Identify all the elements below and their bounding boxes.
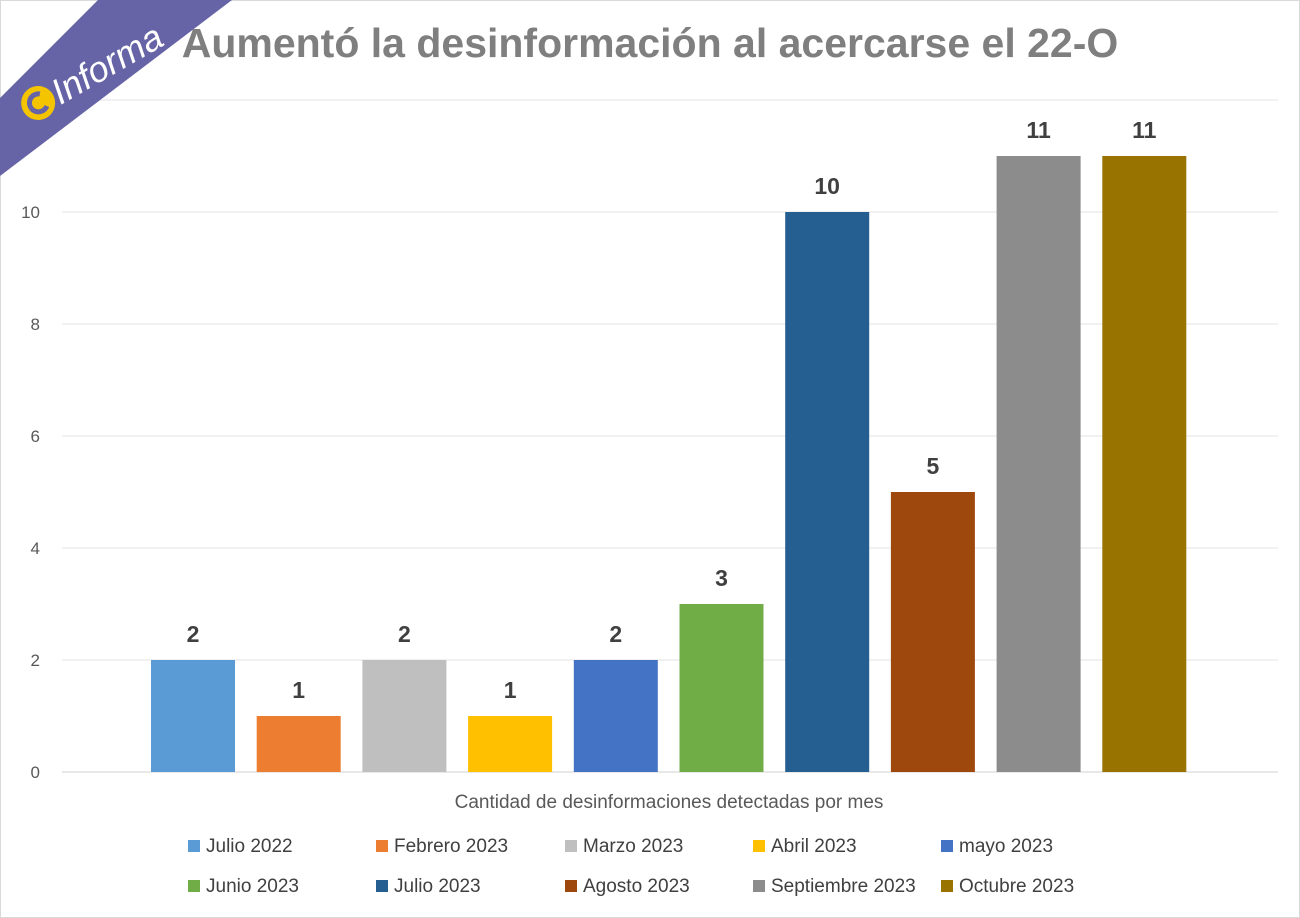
bar (785, 212, 870, 772)
legend-label: Octubre 2023 (959, 876, 1074, 897)
data-label: 2 (609, 621, 622, 647)
legend-swatch (941, 880, 953, 892)
legend-label: Marzo 2023 (583, 836, 683, 857)
legend-label: Febrero 2023 (394, 836, 508, 857)
legend-label: Abril 2023 (771, 836, 857, 857)
bar (679, 604, 764, 772)
data-label: 1 (292, 677, 305, 703)
bar (996, 156, 1081, 772)
bar (151, 660, 235, 772)
bar (890, 492, 975, 772)
legend-swatch (941, 840, 953, 852)
y-tick-label: 0 (31, 763, 40, 782)
legend-label: mayo 2023 (959, 836, 1053, 857)
y-tick-label: 10 (21, 203, 40, 222)
bar (256, 716, 341, 772)
y-tick-label: 2 (31, 651, 40, 670)
legend-swatch (376, 880, 388, 892)
legend-label: Junio 2023 (206, 876, 299, 897)
legend-swatch (565, 840, 577, 852)
data-label: 10 (814, 173, 840, 199)
brand-logo-icon (21, 86, 56, 120)
bar (362, 660, 447, 772)
legend-swatch (376, 840, 388, 852)
data-label: 11 (1132, 117, 1157, 143)
y-tick-label: 8 (31, 315, 40, 334)
legend-label: Agosto 2023 (583, 876, 690, 897)
data-label: 11 (1026, 117, 1051, 143)
data-label: 2 (398, 621, 411, 647)
brand-ribbon-band (0, 0, 232, 176)
data-label: 5 (927, 453, 940, 479)
chart-title: Aumentó la desinformación al acercarse e… (182, 20, 1119, 66)
y-tick-label: 6 (31, 427, 40, 446)
legend-swatch (188, 880, 200, 892)
legend-label: Julio 2022 (206, 836, 293, 857)
bar (573, 660, 658, 772)
data-label: 3 (715, 565, 728, 591)
legend-swatch (565, 880, 577, 892)
y-tick-label: 4 (31, 539, 40, 558)
x-axis-label: Cantidad de desinformaciones detectadas … (455, 792, 884, 813)
data-label: 2 (187, 621, 200, 647)
legend-swatch (753, 840, 765, 852)
legend-swatch (753, 880, 765, 892)
legend-label: Julio 2023 (394, 876, 481, 897)
bar (468, 716, 553, 772)
bar (1102, 156, 1187, 772)
data-label: 1 (504, 677, 517, 703)
legend: Julio 2022 Febrero 2023 Marzo 2023 Abril 20… (188, 836, 1074, 897)
legend-swatch (188, 840, 200, 852)
legend-label: Septiembre 2023 (771, 876, 916, 897)
